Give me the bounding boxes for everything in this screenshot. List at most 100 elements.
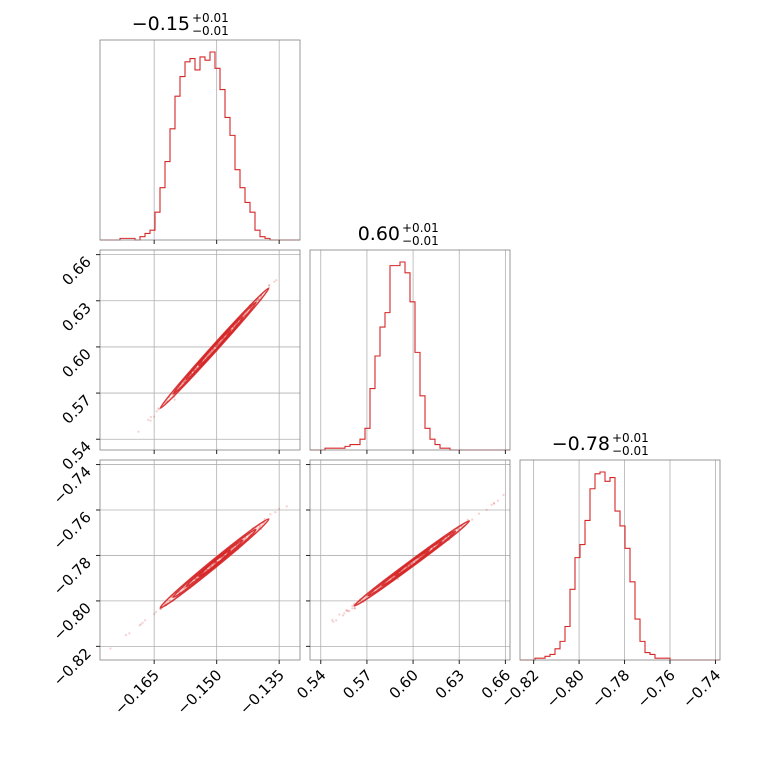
- panel-title: −0.15 +0.01−0.01: [132, 11, 229, 38]
- sample-point: [109, 647, 112, 650]
- sample-point: [213, 347, 216, 350]
- sample-point: [157, 407, 160, 410]
- sample-point: [244, 537, 247, 540]
- contour-level: [159, 518, 270, 609]
- y-tick-label: −0.80: [50, 599, 95, 644]
- sample-point: [269, 513, 272, 516]
- sample-point: [267, 284, 271, 287]
- sample-point: [353, 607, 356, 610]
- sample-point: [410, 562, 413, 565]
- sample-point: [183, 586, 186, 589]
- sample-point: [285, 505, 288, 508]
- sample-point: [278, 507, 281, 510]
- sample-point: [409, 563, 412, 566]
- panel-title: 0.60 +0.01−0.01: [358, 221, 439, 248]
- sample-point: [332, 620, 335, 623]
- title-plus: +0.01: [612, 431, 649, 445]
- sample-point: [273, 280, 276, 283]
- sample-point: [183, 380, 186, 383]
- sample-point: [141, 621, 144, 624]
- sample-point: [406, 565, 409, 568]
- sample-point: [496, 499, 499, 502]
- sample-point: [147, 418, 150, 421]
- sample-point: [183, 587, 186, 590]
- sample-point: [343, 612, 346, 615]
- contour-level: [159, 287, 270, 410]
- sample-point: [144, 619, 147, 622]
- sample-point: [351, 604, 354, 608]
- sample-point: [173, 398, 176, 401]
- contour-level: [353, 520, 471, 607]
- sample-point: [209, 351, 213, 354]
- sample-point: [275, 279, 278, 282]
- title-value: −0.15: [132, 13, 190, 35]
- hist-panel-2-frame: [519, 459, 721, 661]
- contour-fill: [160, 518, 269, 608]
- sample-point: [466, 518, 469, 522]
- sample-point: [353, 607, 356, 610]
- y-tick-label: −0.82: [50, 644, 95, 689]
- sample-point: [502, 493, 505, 497]
- sample-point: [149, 415, 152, 419]
- sample-point: [216, 344, 219, 347]
- x-tick-label: −0.78: [588, 666, 633, 711]
- histogram-2: [520, 471, 720, 661]
- x-tick-label: 0.57: [339, 666, 375, 702]
- sample-point: [411, 561, 414, 564]
- y-tick-label: −0.78: [50, 554, 95, 599]
- sample-point: [209, 351, 213, 354]
- scatter-2-1: [331, 493, 505, 623]
- sample-point: [274, 511, 277, 514]
- sample-point: [128, 632, 131, 635]
- sample-point: [268, 283, 271, 287]
- sample-point: [209, 352, 212, 355]
- sample-point: [168, 599, 171, 602]
- sample-point: [406, 565, 409, 568]
- sample-point: [345, 609, 349, 612]
- x-tick-label: −0.150: [174, 666, 226, 718]
- sample-point: [153, 415, 156, 418]
- y-tick-label: 0.57: [58, 391, 94, 427]
- sample-point: [409, 563, 412, 566]
- histogram-1: [310, 261, 510, 451]
- x-tick-label: −0.165: [111, 666, 163, 718]
- sample-point: [155, 410, 158, 413]
- sample-point: [492, 501, 496, 504]
- sample-point: [331, 618, 334, 622]
- sample-point: [335, 619, 338, 622]
- x-tick-label: 0.60: [386, 666, 422, 702]
- scatter-panel-1-0-frame: [99, 249, 301, 451]
- sample-point: [406, 565, 409, 568]
- sample-point: [164, 602, 167, 605]
- sample-point: [345, 609, 348, 612]
- y-tick-label: −0.76: [50, 508, 95, 553]
- title-minus: −0.01: [612, 444, 649, 458]
- sample-point: [215, 345, 218, 348]
- contour-level: [185, 539, 244, 588]
- sample-point: [155, 610, 158, 614]
- title-plus: +0.01: [192, 11, 229, 25]
- sample-point: [153, 613, 156, 616]
- sample-point: [157, 408, 160, 411]
- sample-point: [478, 512, 481, 515]
- sample-point: [149, 419, 152, 422]
- sample-point: [341, 614, 345, 617]
- title-minus: −0.01: [402, 234, 439, 248]
- x-tick-label: −0.74: [679, 666, 724, 711]
- histogram-0: [100, 51, 300, 241]
- sample-point: [216, 343, 219, 346]
- x-tick-label: −0.76: [634, 666, 679, 711]
- sample-point: [181, 588, 184, 591]
- title-minus: −0.01: [192, 24, 229, 38]
- contour-level: [172, 528, 257, 599]
- y-tick-label: 0.60: [58, 345, 94, 381]
- sample-point: [138, 624, 141, 627]
- sample-point: [209, 351, 212, 354]
- sample-point: [211, 348, 214, 352]
- panel-title: −0.78 +0.01−0.01: [552, 431, 649, 458]
- sample-point: [230, 328, 233, 331]
- x-tick-label: −0.135: [236, 666, 288, 718]
- hist-panel-1-frame: [309, 249, 511, 451]
- hist-panel-0-frame: [99, 39, 301, 241]
